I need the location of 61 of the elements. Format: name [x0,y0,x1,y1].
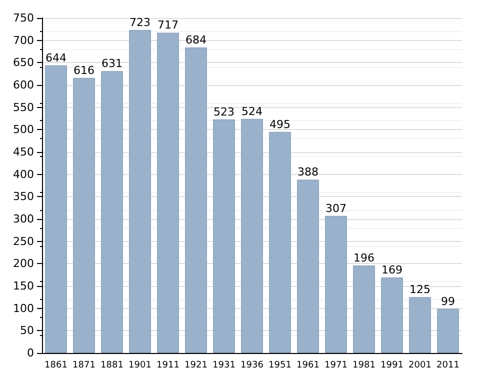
data-label: 717 [158,18,178,32]
data-label: 495 [270,118,290,131]
y-tick-label: 400 [13,168,34,181]
data-label: 125 [410,283,430,296]
y-tick-label: 450 [13,146,34,158]
x-tick-label: 1991 [380,360,404,370]
bar [157,32,179,353]
y-tick-label: 0 [27,346,34,360]
x-tick-label: 1871 [72,360,96,370]
y-tick-label: 200 [13,257,34,270]
x-tick-label: 1901 [128,360,152,370]
bar [241,118,263,353]
x-tick-label: 1936 [240,360,264,370]
x-tick-label: 1911 [156,360,180,370]
bar [381,278,403,353]
y-tick-label: 600 [13,78,34,92]
y-tick-label: 500 [13,123,34,136]
bar [101,71,123,353]
data-label: 524 [242,104,262,118]
data-label: 523 [214,105,234,118]
data-label: 99 [441,294,455,308]
bar [297,180,319,353]
data-label: 388 [298,166,318,179]
data-label: 644 [46,51,66,64]
x-tick-label: 1881 [100,360,124,370]
bar [45,65,67,353]
y-tick-label: 550 [13,100,34,114]
x-tick-label: 1861 [44,360,68,370]
bar [325,216,347,353]
bar [73,78,95,353]
data-label: 196 [354,251,374,264]
bar [353,265,375,353]
data-label: 723 [130,16,150,30]
x-tick-label: 2001 [408,360,432,370]
bar [129,30,151,353]
x-tick-label: 2011 [436,360,460,370]
y-tick-label: 100 [13,302,34,315]
y-tick-label: 350 [13,190,34,204]
bar [185,47,207,353]
y-tick-label: 300 [13,212,34,226]
bar [213,119,235,353]
data-label: 307 [326,202,346,215]
data-label: 631 [102,57,122,70]
x-tick-label: 1921 [184,360,208,370]
y-tick-label: 250 [13,234,34,248]
bar [437,308,459,353]
data-label: 684 [186,33,206,46]
x-tick-label: 1981 [352,360,376,370]
y-tick-label: 150 [13,280,34,292]
x-tick-label: 1951 [268,360,292,370]
bar [409,297,431,353]
y-tick-label: 650 [13,56,34,70]
y-tick-label: 700 [13,34,34,47]
y-tick-label: 50 [20,324,34,338]
x-tick-label: 1961 [296,360,320,370]
data-label: 616 [74,64,94,77]
x-tick-label: 1931 [212,360,236,370]
data-label: 169 [382,264,402,277]
x-tick-label: 1971 [324,360,348,370]
bar [269,132,291,353]
y-tick-label: 750 [13,12,34,24]
